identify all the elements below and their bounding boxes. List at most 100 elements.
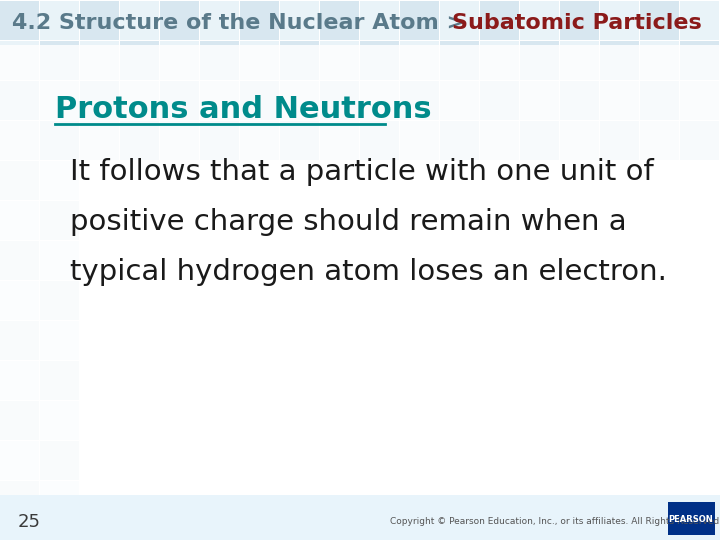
Bar [40,241,79,280]
Bar [40,121,79,160]
Bar [160,121,199,160]
Bar [80,41,119,80]
Bar [0,481,39,520]
Bar [640,121,679,160]
Bar [160,81,199,120]
Bar [440,81,479,120]
Bar [0,121,39,160]
Text: It follows that a particle with one unit of: It follows that a particle with one unit… [70,158,654,186]
Bar [200,41,239,80]
Bar [40,321,79,360]
Bar [320,81,359,120]
Bar [520,81,559,120]
Bar [0,401,39,440]
Bar [680,1,719,40]
Bar [120,121,159,160]
Bar [240,1,279,40]
Bar [480,41,519,80]
Bar [320,121,359,160]
Bar [240,41,279,80]
Bar [40,441,79,480]
Bar [40,201,79,240]
Text: typical hydrogen atom loses an electron.: typical hydrogen atom loses an electron. [70,258,667,286]
Bar [640,41,679,80]
Text: Protons and Neutrons: Protons and Neutrons [55,96,431,125]
Text: 25: 25 [18,513,41,531]
Bar [40,81,79,120]
Bar [160,1,199,40]
Bar [400,1,439,40]
Bar [480,121,519,160]
Bar [600,121,639,160]
Bar [200,1,239,40]
Bar [680,41,719,80]
Text: PEARSON: PEARSON [669,515,714,523]
Bar [440,121,479,160]
Bar [0,81,39,120]
Bar [160,41,199,80]
Bar [40,281,79,320]
Bar [480,81,519,120]
Bar [0,1,39,40]
Bar [0,321,39,360]
Bar [320,1,359,40]
Bar [600,81,639,120]
Bar [600,41,639,80]
Bar [400,121,439,160]
Bar [0,161,39,200]
Bar [640,1,679,40]
Bar [680,121,719,160]
Bar [80,1,119,40]
Bar [680,81,719,120]
Bar [0,45,720,495]
Bar [40,401,79,440]
Bar [0,241,39,280]
Bar [668,502,715,535]
Bar [520,41,559,80]
Bar [40,361,79,400]
Bar [520,121,559,160]
Bar [0,441,39,480]
Bar [0,201,39,240]
Bar [280,1,319,40]
Bar [520,1,559,40]
Bar [440,1,479,40]
Bar [280,81,319,120]
Bar [120,1,159,40]
Bar [120,41,159,80]
Text: 4.2 Structure of the Nuclear Atom >: 4.2 Structure of the Nuclear Atom > [12,13,473,33]
Text: positive charge should remain when a: positive charge should remain when a [70,208,626,236]
Bar [560,81,599,120]
Bar [40,41,79,80]
Bar [640,81,679,120]
Bar [400,41,439,80]
Bar [600,1,639,40]
Text: Copyright © Pearson Education, Inc., or its affiliates. All Rights Reserved.: Copyright © Pearson Education, Inc., or … [390,517,720,526]
Bar [360,1,399,40]
Bar [40,161,79,200]
Bar [0,521,39,540]
Bar [240,121,279,160]
Text: Subatomic Particles: Subatomic Particles [452,13,702,33]
Bar [0,495,720,540]
Bar [560,1,599,40]
Bar [0,361,39,400]
Bar [40,521,79,540]
Bar [0,41,39,80]
Bar [440,41,479,80]
Bar [280,121,319,160]
Bar [560,121,599,160]
Bar [80,121,119,160]
Bar [360,41,399,80]
Bar [560,41,599,80]
Bar [240,81,279,120]
Bar [200,121,239,160]
Bar [0,281,39,320]
Bar [80,81,119,120]
Bar [280,41,319,80]
Bar [120,81,159,120]
Bar [320,41,359,80]
Bar [200,81,239,120]
Bar [360,81,399,120]
Bar [40,481,79,520]
